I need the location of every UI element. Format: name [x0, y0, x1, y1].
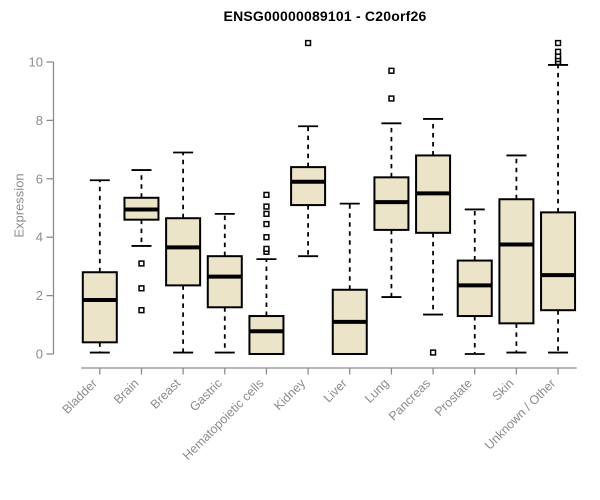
outlier-point	[263, 203, 270, 210]
x-label-unknown-other: Unknown / Other	[482, 376, 558, 452]
outlier-point	[388, 67, 395, 74]
iqr-box	[498, 198, 535, 325]
x-label-brain: Brain	[111, 376, 142, 407]
outlier-point	[554, 39, 562, 47]
outlier-point	[263, 234, 270, 241]
x-label-prostate: Prostate	[432, 376, 475, 419]
x-label-hematopoietic-cells: Hematopoietic cells	[180, 376, 267, 463]
x-label-breast: Breast	[148, 376, 184, 412]
x-label-pancreas: Pancreas	[386, 376, 433, 423]
y-axis: 0 2 4 6 8 10	[29, 55, 55, 362]
y-tick-label: 2	[36, 288, 43, 303]
x-label-liver: Liver	[321, 376, 350, 405]
y-tick-label: 0	[36, 347, 43, 362]
iqr-box	[290, 166, 327, 207]
outlier-point	[138, 307, 145, 314]
x-label-gastric: Gastric	[187, 376, 225, 414]
boxplot-unknown-other	[540, 39, 577, 354]
boxplot-skin	[498, 154, 535, 354]
iqr-box	[456, 259, 493, 318]
boxplot-liver	[331, 202, 368, 356]
x-label-skin: Skin	[489, 376, 516, 403]
boxplot-lung	[373, 67, 410, 298]
x-label-kidney: Kidney	[271, 376, 308, 413]
outlier-point	[138, 285, 145, 292]
outlier-point	[263, 245, 270, 253]
y-tick-label: 8	[36, 113, 43, 128]
outlier-point	[263, 210, 270, 217]
x-label-bladder: Bladder	[60, 376, 100, 416]
y-tick-label: 10	[29, 55, 43, 70]
boxplot-breast	[165, 151, 202, 354]
boxplot-hematopoietic-cells	[248, 191, 285, 356]
boxplot-gastric	[206, 212, 243, 354]
chart-title: ENSG00000089101 - C20orf26	[223, 8, 427, 24]
boxplot-bladder	[81, 179, 118, 354]
iqr-box	[165, 217, 202, 287]
outlier-point	[304, 39, 312, 47]
iqr-box	[248, 315, 285, 356]
iqr-box	[540, 211, 577, 312]
outlier-point	[388, 95, 395, 102]
outlier-point	[138, 260, 145, 267]
outlier-point	[554, 48, 562, 55]
x-label-lung: Lung	[362, 376, 392, 406]
boxplot-kidney	[290, 39, 327, 258]
outlier-point	[429, 349, 437, 356]
boxplot-pancreas	[415, 118, 452, 356]
iqr-box	[206, 255, 243, 309]
iqr-box	[81, 271, 118, 344]
y-tick-label: 4	[36, 230, 43, 245]
outlier-point	[263, 220, 270, 228]
boxplot-brain	[123, 169, 160, 314]
outlier-point	[263, 191, 270, 199]
boxplot-prostate	[456, 208, 493, 355]
y-tick-label: 6	[36, 171, 43, 186]
